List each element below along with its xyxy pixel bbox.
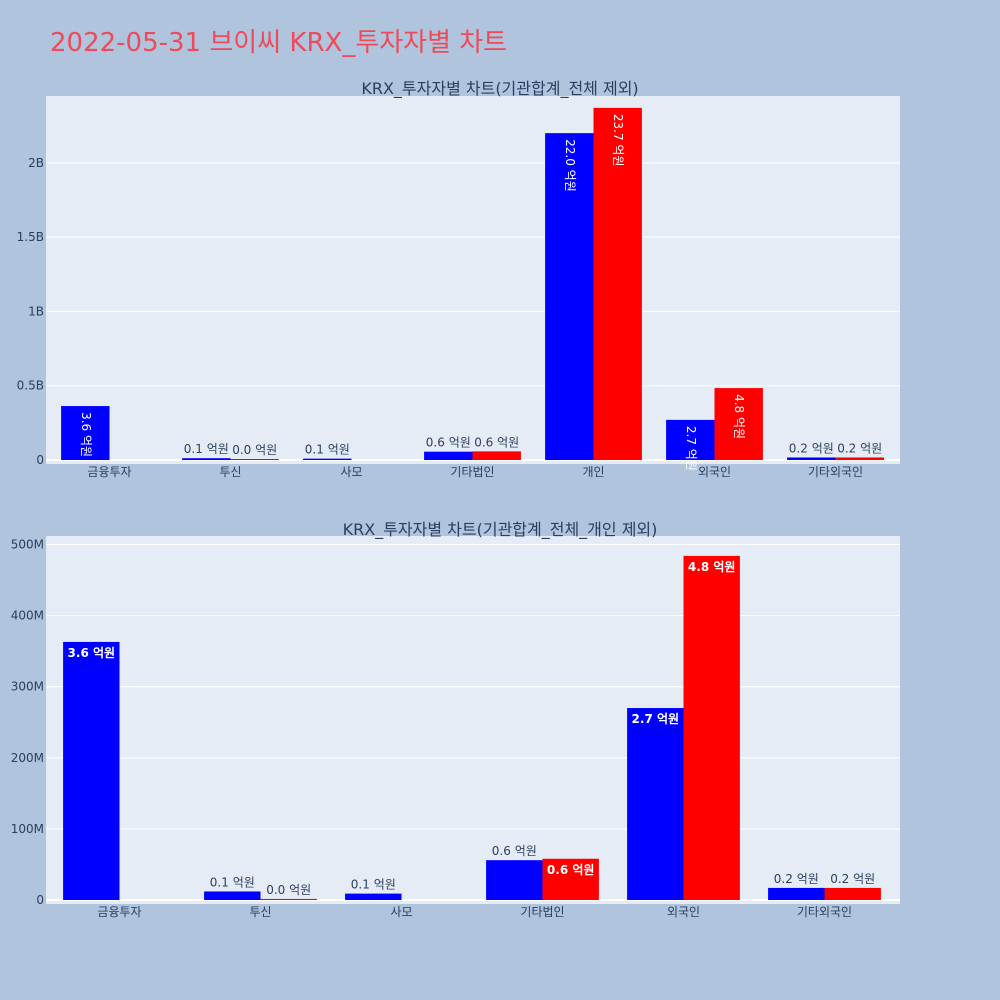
y-tick-label: 100M (11, 822, 44, 836)
bar (787, 457, 836, 460)
bar (486, 860, 543, 900)
y-tick-label: 0 (36, 893, 44, 907)
bar (472, 451, 521, 460)
x-tick-label: 사모 (340, 465, 362, 479)
page-title: 2022-05-31 브이씨 KRX_투자자별 차트 (50, 28, 508, 58)
data-label: 0.2 억원 (837, 441, 882, 455)
data-label: 3.6 억원 (68, 646, 116, 660)
bar (542, 858, 599, 900)
data-label: 0.6 억원 (492, 844, 537, 858)
bar (714, 388, 763, 460)
y-tick-label: 200M (11, 751, 44, 765)
bar (666, 419, 715, 460)
x-tick-label: 외국인 (698, 465, 731, 479)
data-label: 0.2 억원 (830, 872, 875, 886)
bar (61, 406, 110, 460)
data-label: 0.1 억원 (184, 442, 229, 456)
data-label: 0.0 억원 (266, 883, 311, 897)
x-tick-label: 기타법인 (450, 465, 494, 479)
data-label: 22.0 억원 (563, 139, 577, 192)
x-tick-label: 사모 (390, 905, 412, 919)
data-label: 2.7 억원 (632, 712, 680, 726)
chart-title: KRX_투자자별 차트(기관합계_전체 제외) (361, 79, 638, 99)
y-tick-label: 400M (11, 609, 44, 623)
y-tick-label: 500M (11, 538, 44, 552)
x-tick-label: 기타법인 (520, 905, 564, 919)
data-label: 0.2 억원 (774, 872, 819, 886)
data-label: 3.6 억원 (79, 412, 93, 457)
plot-area (46, 536, 900, 904)
y-tick-label: 300M (11, 680, 44, 694)
y-tick-label: 1B (28, 304, 44, 318)
data-label: 2.7 억원 (684, 426, 698, 471)
data-label: 0.6 억원 (547, 863, 595, 877)
data-label: 0.1 억원 (351, 878, 396, 892)
x-tick-label: 투신 (219, 465, 241, 479)
bar (204, 891, 261, 900)
y-tick-label: 2B (28, 156, 44, 170)
data-label: 4.8 억원 (688, 560, 736, 574)
x-tick-label: 개인 (582, 465, 604, 479)
bar (424, 451, 473, 460)
data-label: 0.0 억원 (232, 443, 277, 457)
data-label: 0.2 억원 (789, 441, 834, 455)
bar (835, 457, 884, 460)
chart-title: KRX_투자자별 차트(기관합계_전체_개인 제외) (343, 520, 658, 540)
data-label: 0.6 억원 (474, 435, 519, 449)
bar (345, 893, 402, 900)
data-label: 0.1 억원 (305, 443, 350, 457)
data-label: 4.8 억원 (732, 394, 746, 439)
y-tick-label: 0.5B (17, 379, 44, 393)
bar (303, 458, 352, 460)
x-tick-label: 기타외국인 (797, 905, 852, 919)
x-tick-label: 투신 (249, 905, 271, 919)
bar (627, 708, 684, 900)
bar (63, 641, 120, 900)
x-tick-label: 기타외국인 (808, 465, 863, 479)
x-tick-label: 금융투자 (87, 465, 131, 479)
data-label: 0.6 억원 (426, 436, 471, 450)
bar (824, 887, 881, 900)
data-label: 23.7 억원 (611, 114, 625, 167)
bar (593, 107, 642, 460)
bar (260, 898, 317, 900)
y-tick-label: 1.5B (17, 230, 44, 244)
bar (768, 887, 825, 900)
x-tick-label: 금융투자 (97, 905, 141, 919)
bar (683, 555, 740, 900)
data-label: 0.1 억원 (210, 875, 255, 889)
y-tick-label: 0 (36, 453, 44, 467)
bar (230, 459, 279, 460)
x-tick-label: 외국인 (667, 905, 700, 919)
bar (545, 133, 594, 460)
plot-area (46, 96, 900, 464)
bar (182, 458, 231, 460)
